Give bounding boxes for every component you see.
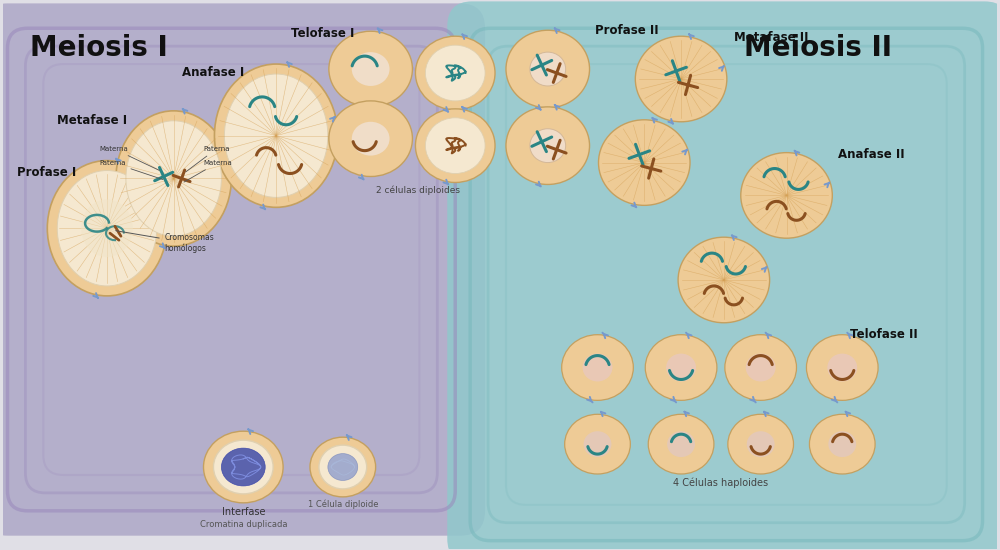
Ellipse shape [81, 200, 133, 257]
Ellipse shape [213, 440, 273, 494]
Ellipse shape [598, 120, 690, 205]
Text: Cromatina duplicada: Cromatina duplicada [200, 520, 287, 529]
Ellipse shape [126, 121, 221, 236]
Ellipse shape [329, 101, 412, 177]
Text: Paterna: Paterna [186, 146, 230, 172]
Ellipse shape [648, 414, 714, 474]
Ellipse shape [667, 431, 695, 457]
Ellipse shape [827, 354, 857, 382]
Ellipse shape [584, 431, 611, 457]
Ellipse shape [47, 161, 167, 296]
Ellipse shape [728, 414, 794, 474]
Ellipse shape [319, 445, 367, 489]
Text: Anafase I: Anafase I [182, 66, 244, 79]
Ellipse shape [221, 448, 265, 486]
Ellipse shape [415, 36, 495, 110]
Text: 1 Célula diploide: 1 Célula diploide [308, 499, 378, 509]
Ellipse shape [565, 414, 630, 474]
Ellipse shape [224, 74, 328, 197]
Ellipse shape [806, 335, 878, 400]
Ellipse shape [352, 52, 390, 86]
Text: Materna: Materna [184, 160, 232, 182]
Ellipse shape [645, 335, 717, 400]
Text: Profase I: Profase I [17, 167, 77, 179]
Text: Metafase II: Metafase II [734, 31, 808, 44]
Ellipse shape [352, 122, 390, 156]
Ellipse shape [506, 30, 590, 108]
Text: 2 células diploides: 2 células diploides [376, 186, 460, 195]
Ellipse shape [329, 31, 412, 107]
Text: Telofase II: Telofase II [850, 328, 918, 340]
Ellipse shape [328, 454, 358, 481]
Ellipse shape [214, 64, 338, 207]
Text: 4 Células haploides: 4 Células haploides [673, 477, 768, 488]
Ellipse shape [116, 111, 231, 246]
Ellipse shape [530, 52, 566, 86]
Text: Paterna: Paterna [99, 160, 163, 180]
Text: Metafase I: Metafase I [57, 114, 127, 126]
Text: Materna: Materna [99, 146, 159, 170]
Ellipse shape [425, 118, 485, 173]
Ellipse shape [57, 170, 157, 286]
Ellipse shape [425, 45, 485, 101]
Ellipse shape [345, 117, 397, 161]
Ellipse shape [530, 129, 566, 163]
FancyBboxPatch shape [447, 2, 1000, 550]
Ellipse shape [310, 437, 376, 497]
Ellipse shape [828, 431, 856, 457]
Ellipse shape [725, 335, 796, 400]
Text: Profase II: Profase II [595, 24, 658, 37]
Text: Cromosomas
homólogos: Cromosomas homólogos [116, 230, 214, 253]
Ellipse shape [345, 47, 397, 91]
Ellipse shape [583, 354, 612, 382]
Text: Meiosis II: Meiosis II [744, 34, 892, 62]
FancyBboxPatch shape [0, 3, 485, 536]
Ellipse shape [741, 152, 832, 238]
Ellipse shape [506, 107, 590, 184]
Ellipse shape [678, 237, 770, 323]
Ellipse shape [635, 36, 727, 122]
Ellipse shape [666, 354, 696, 382]
Ellipse shape [204, 431, 283, 503]
Text: Anafase II: Anafase II [838, 147, 905, 161]
Ellipse shape [415, 109, 495, 183]
Ellipse shape [747, 431, 775, 457]
Ellipse shape [562, 335, 633, 400]
Ellipse shape [746, 354, 776, 382]
Ellipse shape [809, 414, 875, 474]
Text: Telofase I: Telofase I [291, 27, 354, 40]
Text: Interfase: Interfase [222, 507, 265, 517]
Text: Meiosis I: Meiosis I [30, 34, 168, 62]
